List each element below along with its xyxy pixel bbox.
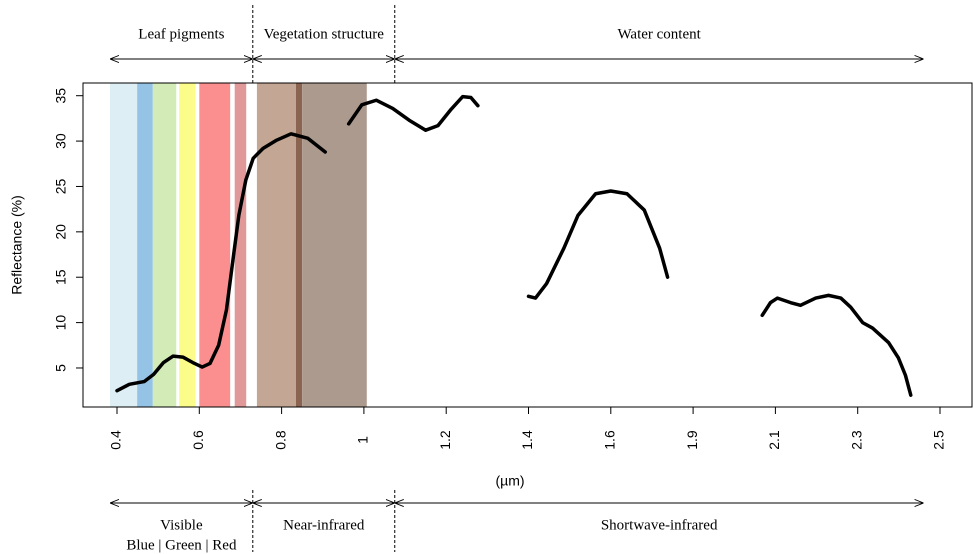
x-tick-label: 1	[355, 436, 371, 444]
plot-frame	[82, 82, 973, 408]
x-tick-label: 2.5	[931, 430, 947, 450]
x-tick-label: 2.3	[848, 430, 864, 450]
annotation-label: Leaf pigments	[138, 26, 224, 42]
band	[234, 83, 247, 407]
line	[115, 132, 327, 393]
annotation-label: Near-infrared	[283, 517, 365, 533]
y-tick-label: 35	[53, 88, 69, 104]
band	[179, 83, 196, 407]
y-tick-label: 20	[53, 224, 69, 240]
x-tick-label: 1.4	[519, 430, 535, 450]
y-tick-label: 30	[53, 133, 69, 149]
line	[346, 94, 480, 132]
x-tick-label: 1.2	[437, 430, 453, 450]
annotation-sublabel: Blue | Green | Red	[126, 537, 237, 553]
annotation-label: Water content	[617, 26, 701, 42]
annotation-label: Shortwave-infrared	[601, 517, 718, 533]
x-axis-title: (µm)	[495, 473, 524, 489]
annotation-label: Vegetation structure	[264, 26, 385, 42]
y-tick-label: 5	[53, 364, 69, 372]
x-tick-label: 0.4	[108, 430, 124, 450]
x-tick-label: 2.1	[766, 430, 782, 450]
band	[296, 83, 303, 407]
band	[199, 83, 231, 407]
line	[760, 293, 913, 397]
line	[526, 189, 670, 300]
annotation-label: Visible	[160, 517, 203, 533]
band	[256, 83, 297, 407]
band	[110, 83, 138, 407]
y-axis-title: Reflectance (%)	[9, 195, 25, 295]
x-tick-label: 0.6	[190, 430, 206, 450]
y-tick-label: 15	[53, 269, 69, 285]
y-tick-label: 10	[53, 315, 69, 331]
x-tick-label: 0.8	[272, 430, 288, 450]
band	[152, 83, 177, 407]
band	[302, 83, 367, 407]
y-tick-label: 25	[53, 178, 69, 194]
band	[137, 83, 153, 407]
x-tick-label: 1.9	[684, 430, 700, 450]
x-tick-label: 1.6	[602, 430, 618, 450]
